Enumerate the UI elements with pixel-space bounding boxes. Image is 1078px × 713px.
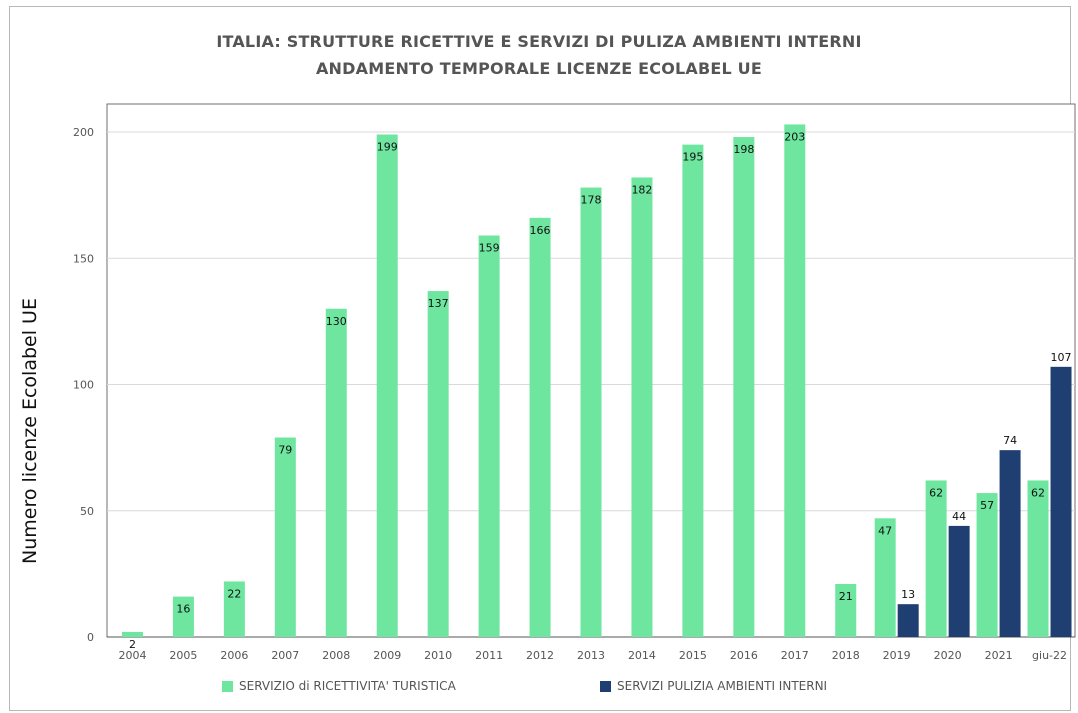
data-label-ricettivita: 195: [682, 151, 703, 164]
bar-ricettivita: [121, 631, 143, 637]
legend: SERVIZIO di RICETTIVITA' TURISTICA SERVI…: [0, 679, 1078, 699]
x-tick-label: 2007: [271, 649, 299, 662]
x-tick-label: 2017: [781, 649, 809, 662]
y-tick-label: 200: [73, 126, 94, 139]
data-label-ricettivita: 130: [326, 315, 347, 328]
bar-ricettivita: [274, 437, 296, 637]
bar-pulizia: [1050, 366, 1072, 637]
x-tick-label: 2019: [883, 649, 911, 662]
x-tick-label: 2004: [118, 649, 146, 662]
bar-ricettivita: [631, 177, 653, 637]
x-tick-label: 2006: [220, 649, 248, 662]
x-tick-label: 2011: [475, 649, 503, 662]
bar-ricettivita: [325, 308, 347, 637]
bar-ricettivita: [733, 137, 755, 638]
bar-ricettivita: [835, 583, 857, 637]
data-label-ricettivita: 2: [129, 638, 136, 651]
y-tick-label: 0: [87, 631, 94, 644]
x-tick-label: 2021: [985, 649, 1013, 662]
x-tick-label: 2014: [628, 649, 656, 662]
data-label-ricettivita: 166: [530, 224, 551, 237]
data-label-pulizia: 44: [952, 510, 966, 523]
bar-ricettivita: [682, 144, 704, 637]
y-tick-label: 150: [73, 252, 94, 265]
x-tick-label: 2020: [934, 649, 962, 662]
legend-item-pulizia: SERVIZI PULIZIA AMBIENTI INTERNI: [600, 679, 827, 693]
bar-ricettivita: [580, 187, 602, 638]
chart-title: ITALIA: STRUTTURE RICETTIVE E SERVIZI DI…: [216, 32, 862, 51]
data-label-pulizia: 74: [1003, 434, 1017, 447]
y-tick-label: 100: [73, 379, 94, 392]
data-label-ricettivita: 57: [980, 499, 994, 512]
legend-swatch-pulizia: [600, 680, 611, 692]
data-label-ricettivita: 199: [377, 141, 398, 154]
data-label-ricettivita: 198: [733, 143, 754, 156]
bar-pulizia: [999, 450, 1021, 637]
data-label-ricettivita: 62: [929, 486, 943, 499]
x-tick-label: 2018: [832, 649, 860, 662]
x-tick-label: 2013: [577, 649, 605, 662]
legend-label-ricettivita: SERVIZIO di RICETTIVITA' TURISTICA: [239, 679, 456, 693]
chart-subtitle: ANDAMENTO TEMPORALE LICENZE ECOLABEL UE: [315, 59, 763, 78]
bar-ricettivita: [976, 493, 998, 637]
data-label-ricettivita: 21: [839, 590, 853, 603]
x-tick-label: 2012: [526, 649, 554, 662]
bar-ricettivita: [529, 217, 551, 637]
data-label-ricettivita: 22: [227, 587, 241, 600]
bar-ricettivita: [1027, 480, 1049, 637]
bar-ricettivita: [427, 291, 449, 637]
bar-ricettivita: [172, 596, 194, 637]
x-tick-label: 2009: [373, 649, 401, 662]
x-tick-label: 2010: [424, 649, 452, 662]
x-tick-label: giu-22: [1032, 649, 1067, 662]
data-label-ricettivita: 182: [631, 183, 652, 196]
bar-ricettivita: [874, 518, 896, 637]
legend-swatch-ricettivita: [222, 680, 233, 692]
legend-label-pulizia: SERVIZI PULIZIA AMBIENTI INTERNI: [617, 679, 828, 693]
bar-pulizia: [897, 604, 919, 637]
x-tick-label: 2005: [169, 649, 197, 662]
data-label-pulizia: 13: [901, 588, 915, 601]
data-label-ricettivita: 62: [1031, 486, 1045, 499]
x-tick-label: 2008: [322, 649, 350, 662]
data-label-pulizia: 107: [1051, 351, 1072, 364]
x-tick-label: 2016: [730, 649, 758, 662]
data-label-ricettivita: 79: [278, 444, 292, 457]
data-label-ricettivita: 16: [176, 603, 190, 616]
bar-pulizia: [948, 525, 970, 637]
bar-ricettivita: [784, 124, 806, 638]
bar-ricettivita: [478, 235, 500, 637]
data-label-ricettivita: 47: [878, 524, 892, 537]
data-label-ricettivita: 178: [581, 194, 602, 207]
data-label-ricettivita: 159: [479, 242, 500, 255]
data-label-ricettivita: 137: [428, 297, 449, 310]
legend-item-ricettivita: SERVIZIO di RICETTIVITA' TURISTICA: [222, 679, 456, 693]
x-tick-label: 2015: [679, 649, 707, 662]
data-label-ricettivita: 203: [784, 130, 805, 143]
bar-ricettivita: [376, 134, 398, 637]
bar-ricettivita: [925, 480, 947, 637]
bar-ricettivita: [223, 581, 245, 637]
y-tick-label: 50: [80, 505, 94, 518]
